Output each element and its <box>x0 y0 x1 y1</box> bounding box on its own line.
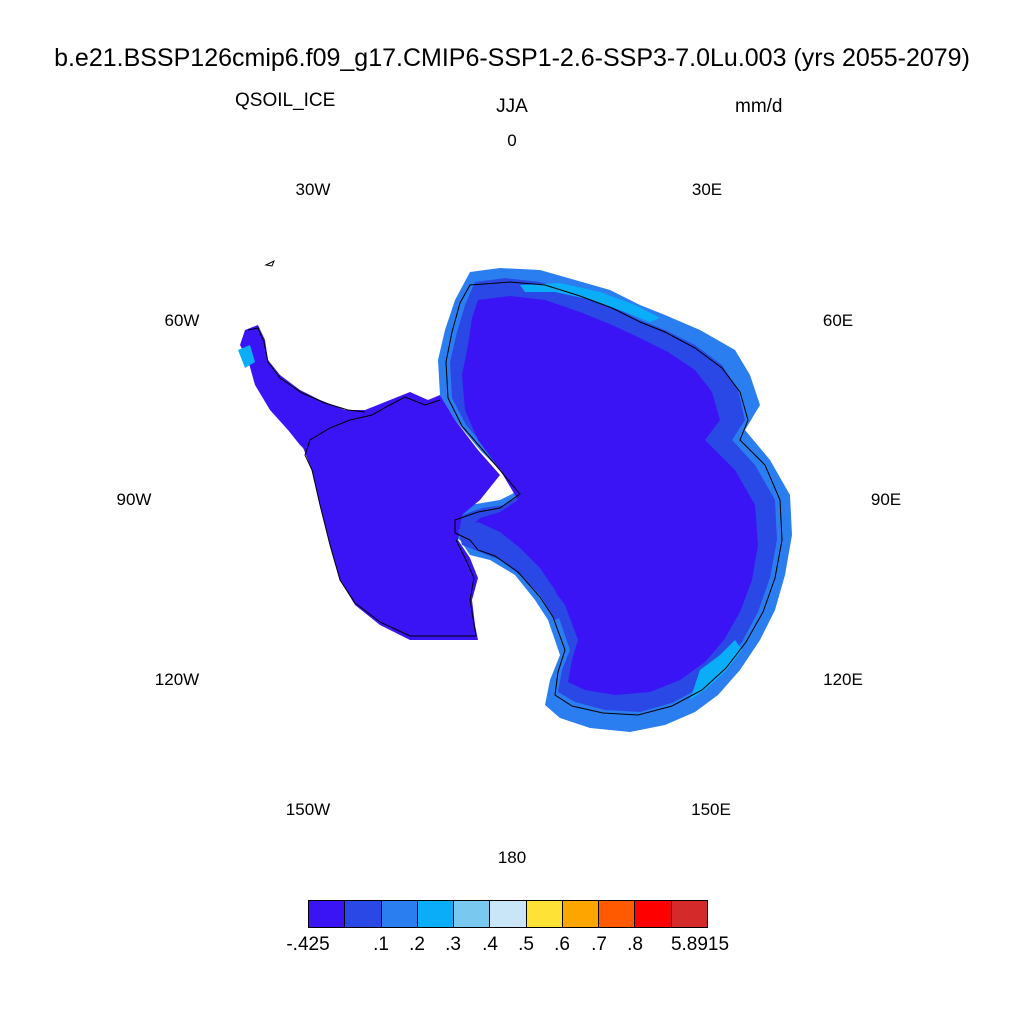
lon-label-0: 0 <box>507 131 517 150</box>
lon-label-30e: 30E <box>691 180 723 199</box>
map-ice-edge-east <box>690 640 742 700</box>
map-ice-edge-peninsula <box>238 345 255 368</box>
colorbar-box <box>381 901 418 927</box>
colorbar-label: .2 <box>409 934 425 955</box>
lon-label-180: 180 <box>497 848 527 867</box>
colorbar-label: .6 <box>554 934 570 955</box>
colorbar-label: .1 <box>373 934 389 955</box>
plot-title: b.e21.BSSP126cmip6.f09_g17.CMIP6-SSP1-2.… <box>54 44 970 72</box>
colorbar-box <box>490 901 527 927</box>
lon-label-30w: 30W <box>295 180 331 199</box>
map-continent-base <box>462 296 758 695</box>
map-west-antarctica <box>288 392 500 640</box>
lon-label-120w: 120W <box>154 670 200 689</box>
lon-label-60w: 60W <box>164 311 200 330</box>
map-peninsula <box>240 325 365 455</box>
map-ross-band <box>458 522 565 620</box>
map-coastline-peninsula <box>247 327 366 413</box>
colorbar-box <box>599 901 636 927</box>
colorbar <box>308 900 708 928</box>
colorbar-box <box>526 901 563 927</box>
colorbar-box <box>671 901 707 927</box>
map-coastline-west <box>304 396 477 637</box>
lon-label-120e: 120E <box>823 670 863 689</box>
lon-label-60e: 60E <box>822 311 854 330</box>
lon-label-150w: 150W <box>285 800 331 819</box>
lon-label-90e: 90E <box>870 490 902 509</box>
colorbar-box <box>417 901 455 927</box>
colorbar-box <box>635 901 672 927</box>
colorbar-box <box>562 901 600 927</box>
colorbar-box <box>454 901 491 927</box>
colorbar-box <box>309 901 346 927</box>
colorbar-box <box>345 901 382 927</box>
colorbar-label: .5 <box>518 934 534 955</box>
colorbar-label-max: 5.8915 <box>670 934 730 955</box>
colorbar-label: .8 <box>627 934 643 955</box>
lon-label-90w: 90W <box>116 490 152 509</box>
map-coastline <box>445 281 783 716</box>
season-label: JJA <box>496 96 528 117</box>
units-label: mm/d <box>735 96 783 117</box>
map-island-outline <box>264 259 275 267</box>
variable-label: QSOIL_ICE <box>235 90 336 111</box>
colorbar-label: .7 <box>591 934 607 955</box>
map-ice-edge-north <box>520 283 660 322</box>
colorbar-label: .3 <box>445 934 461 955</box>
colorbar-label-min: -.425 <box>286 934 330 955</box>
lon-label-150e: 150E <box>691 800 731 819</box>
colorbar-label: .4 <box>482 934 498 955</box>
